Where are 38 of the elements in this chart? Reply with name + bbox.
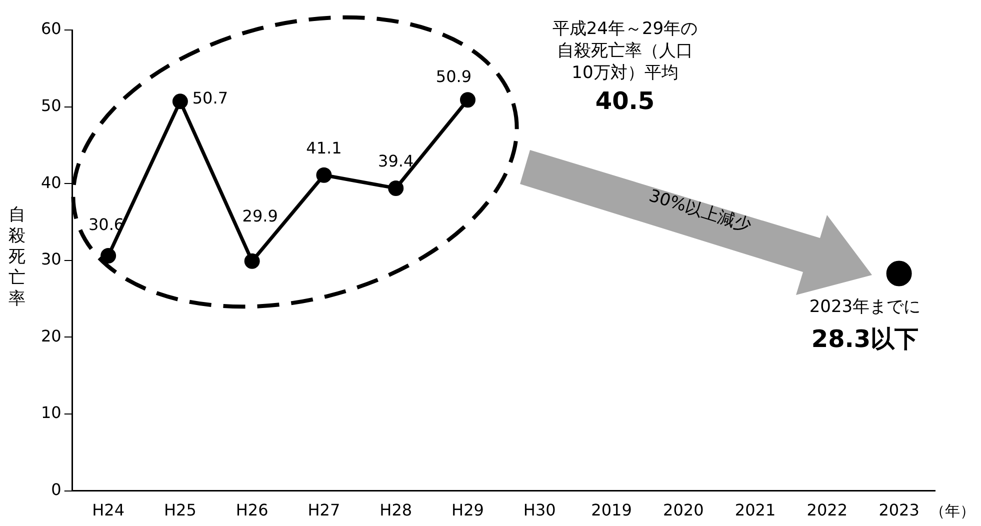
y-tick-label: 0 (51, 480, 62, 499)
x-tick-label: 2023 (878, 500, 920, 520)
x-tick-label: H29 (452, 500, 484, 520)
x-tick-label: H25 (164, 500, 196, 520)
x-tick-label: H28 (380, 500, 412, 520)
x-tick-label: 2020 (663, 500, 704, 520)
annotation: 40.5 (594, 86, 656, 117)
point (388, 180, 404, 196)
point (100, 248, 116, 264)
data-label: 41.1 (306, 138, 342, 158)
point (460, 92, 476, 108)
annotation: 平成24年～29年の自殺死亡率（人口10万対）平均 (551, 18, 699, 84)
data-label: 50.7 (192, 88, 228, 108)
annotation: 30%以上減少 (646, 184, 755, 238)
x-tick-label: H24 (92, 500, 124, 520)
annotation: 2023年までに (808, 296, 922, 318)
point (172, 94, 188, 110)
x-tick-label: 2022 (806, 500, 848, 520)
y-axis-title: 自殺死亡率 (8, 205, 26, 310)
x-tick-label: 2019 (591, 500, 632, 520)
y-tick-label: 40 (41, 172, 62, 192)
x-tick-label: H30 (523, 500, 556, 520)
y-tick-label: 50 (41, 96, 62, 115)
point (244, 253, 260, 269)
y-tick-label: 20 (41, 326, 62, 346)
point (316, 167, 332, 183)
y-tick-label: 30 (41, 250, 62, 269)
data-label: 29.9 (242, 206, 278, 226)
x-tick-label: 2021 (734, 500, 776, 520)
x-tick-label: H27 (308, 500, 340, 520)
data-label: 39.4 (378, 151, 414, 170)
x-axis-title: （年） (930, 502, 975, 521)
x-tick-label: H26 (236, 500, 268, 520)
y-tick-label: 60 (41, 19, 62, 38)
annotation: 28.3以下 (810, 324, 920, 355)
y-tick-label: 10 (41, 403, 62, 422)
point (886, 260, 912, 286)
data-label: 50.9 (436, 67, 472, 86)
